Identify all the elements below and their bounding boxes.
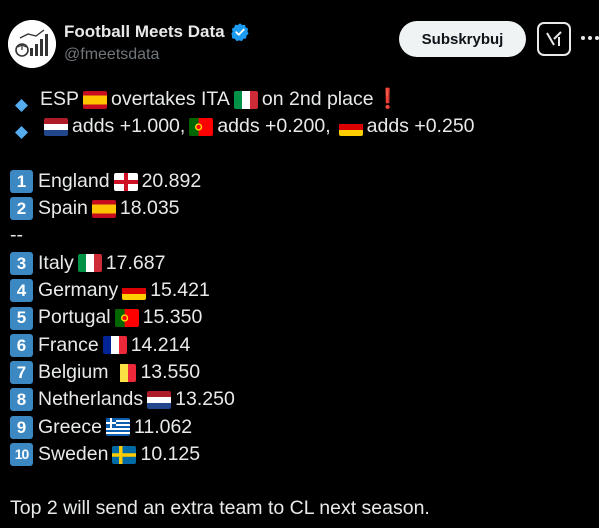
adds-germany: adds +0.250 xyxy=(366,115,475,138)
country-points: 10.125 xyxy=(140,442,201,465)
ranking-row: 9 Greece 11.062 xyxy=(10,414,590,441)
adds-line: adds +1.000, adds +0.200, adds +0.250 xyxy=(10,113,590,140)
headline-place: on 2nd place xyxy=(261,88,374,110)
headline-action: overtakes ITA xyxy=(111,88,230,110)
account-handle[interactable]: @fmeetsdata xyxy=(64,46,160,63)
ranking-row: 4 Germany 15.421 xyxy=(10,277,590,304)
country-name: Netherlands xyxy=(38,388,144,411)
adds-netherlands: adds +1.000, xyxy=(72,115,186,138)
keycap-1-icon: 1 xyxy=(10,170,33,194)
display-name[interactable]: Football Meets Data xyxy=(64,22,225,41)
keycap-3-icon: 3 xyxy=(10,251,33,275)
country-name: Sweden xyxy=(38,442,109,465)
keycap-4-icon: 4 xyxy=(10,279,33,303)
separator: -- xyxy=(10,224,23,247)
belgium-flag-icon xyxy=(112,363,137,382)
country-name: Italy xyxy=(38,251,74,274)
subscribe-button[interactable]: Subskrybuj xyxy=(399,21,526,57)
country-points: 11.062 xyxy=(133,415,193,438)
verified-badge-icon[interactable] xyxy=(230,22,250,42)
keycap-6-icon: 6 xyxy=(10,333,33,357)
blank-line xyxy=(10,468,590,495)
italy-flag-icon xyxy=(77,254,102,273)
country-name: France xyxy=(38,333,99,356)
england-flag-icon xyxy=(113,172,138,191)
headline-line: ESP overtakes ITA on 2nd place ❗ xyxy=(10,86,590,113)
grok-icon[interactable] xyxy=(537,22,571,56)
headline-team: ESP xyxy=(40,88,80,110)
country-points: 17.687 xyxy=(105,251,166,274)
ranking-row: 3 Italy 17.687 xyxy=(10,250,590,277)
country-points: 13.250 xyxy=(175,388,235,411)
ranking-row: 5 Portugal 15.350 xyxy=(10,304,590,331)
country-points: 15.421 xyxy=(150,279,210,302)
country-name: Belgium xyxy=(38,360,109,383)
post-text: ESP overtakes ITA on 2nd place ❗ adds +1… xyxy=(10,86,590,523)
ranking-row: 1 England 20.892 xyxy=(10,168,590,195)
country-name: Germany xyxy=(38,279,119,302)
keycap-8-icon: 8 xyxy=(10,388,33,412)
blank-line xyxy=(10,141,590,168)
more-options-icon[interactable] xyxy=(578,24,599,52)
portugal-flag-icon xyxy=(189,117,214,136)
spain-flag-icon xyxy=(83,90,108,109)
footer-text: Top 2 will send an extra team to CL next… xyxy=(10,497,430,520)
blue-diamond-icon xyxy=(15,120,28,140)
country-name: Spain xyxy=(38,197,88,220)
spain-flag-icon xyxy=(91,199,116,218)
ranking-row: 10 Sweden 10.125 xyxy=(10,441,590,468)
keycap-2-icon: 2 xyxy=(10,197,33,221)
netherlands-flag-icon xyxy=(147,390,172,409)
keycap-5-icon: 5 xyxy=(10,306,33,330)
blue-diamond-icon xyxy=(15,93,28,113)
greece-flag-icon xyxy=(105,418,130,437)
ranking-row: 6 France 14.214 xyxy=(10,332,590,359)
avatar[interactable] xyxy=(8,20,56,68)
ranking-row: 7 Belgium 13.550 xyxy=(10,359,590,386)
sweden-flag-icon xyxy=(112,445,137,464)
netherlands-flag-icon xyxy=(44,117,68,136)
ranking-row: 2 Spain 18.035 xyxy=(10,195,590,222)
italy-flag-icon xyxy=(233,90,258,109)
country-name: England xyxy=(38,169,110,192)
keycap-9-icon: 9 xyxy=(10,415,33,439)
adds-portugal: adds +0.200, xyxy=(217,115,331,138)
country-points: 14.214 xyxy=(130,333,191,356)
country-name: Portugal xyxy=(38,306,111,329)
keycap-7-icon: 7 xyxy=(10,361,33,385)
portugal-flag-icon xyxy=(114,309,139,328)
keycap-10-icon: 10 xyxy=(10,443,33,466)
ranking-row: 8 Netherlands 13.250 xyxy=(10,386,590,413)
post-header: Football Meets Data @fmeetsdata Subskryb… xyxy=(8,20,599,68)
germany-flag-icon xyxy=(122,281,147,300)
exclamation-icon: ❗ xyxy=(375,88,400,110)
country-points: 20.892 xyxy=(141,169,202,192)
france-flag-icon xyxy=(102,336,127,355)
germany-flag-icon xyxy=(338,117,363,136)
country-name: Greece xyxy=(38,415,102,438)
country-points: 18.035 xyxy=(119,197,180,220)
country-points: 15.350 xyxy=(142,306,203,329)
country-points: 13.550 xyxy=(140,360,201,383)
